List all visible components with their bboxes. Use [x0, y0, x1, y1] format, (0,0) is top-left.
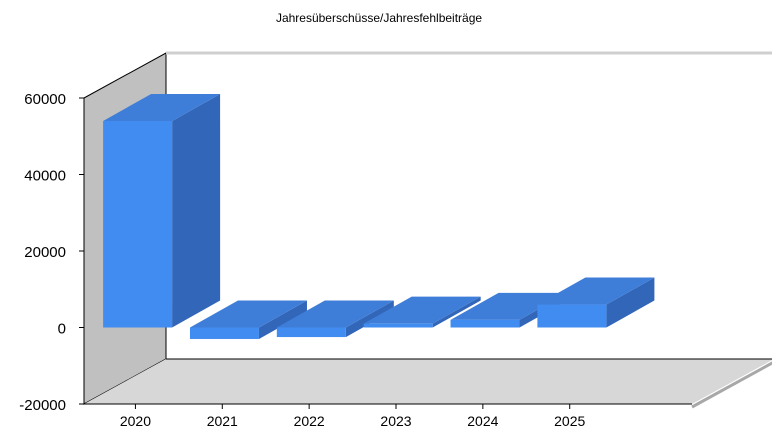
bar-top-face [537, 277, 655, 305]
x-tick-label: 2025 [554, 413, 585, 429]
y-axis: 60000 40000 20000 0 -20000 [19, 91, 692, 414]
bar-front-face [537, 304, 607, 328]
bar-side-face [258, 300, 307, 339]
bar-top-face [276, 300, 394, 328]
floor [84, 359, 772, 404]
bars [103, 93, 655, 339]
bar-top-face [363, 296, 481, 324]
y-tick-label: 60000 [24, 91, 66, 108]
bar-top-face [103, 93, 221, 121]
x-tick-label: 2024 [467, 413, 498, 429]
bar-2025 [537, 277, 655, 328]
bar-2021 [189, 300, 307, 339]
y-tick-label: -20000 [19, 397, 66, 414]
bar-side-face [345, 300, 394, 338]
bar-side-face [432, 296, 481, 328]
y-tick-label: 40000 [24, 168, 66, 185]
bar-top-face [450, 292, 568, 320]
x-tick-label: 2023 [380, 413, 411, 429]
bar-2023 [363, 296, 481, 328]
bar-top-face [189, 300, 307, 328]
y-tick-label: 0 [58, 321, 66, 338]
bar-front-face [103, 120, 173, 328]
x-tick-label: 2020 [120, 413, 151, 429]
x-axis-labels: 2020 2021 2022 2023 2024 2025 [120, 404, 585, 429]
floor-right-edge [691, 361, 772, 409]
bar-side-face [172, 93, 221, 328]
bar-front-face [450, 319, 520, 328]
bar-2020 [103, 93, 221, 328]
x-tick-label: 2021 [207, 413, 238, 429]
x-tick-label: 2022 [294, 413, 325, 429]
bar-front-face [189, 327, 259, 339]
chart-title: Jahresüberschüsse/Jahresfehlbeiträge [276, 11, 482, 25]
y-tick-label: 20000 [24, 244, 66, 261]
bar-side-face [606, 277, 655, 328]
bar-2022 [276, 300, 394, 338]
bar-front-face [363, 323, 433, 328]
bar-front-face [276, 327, 346, 338]
